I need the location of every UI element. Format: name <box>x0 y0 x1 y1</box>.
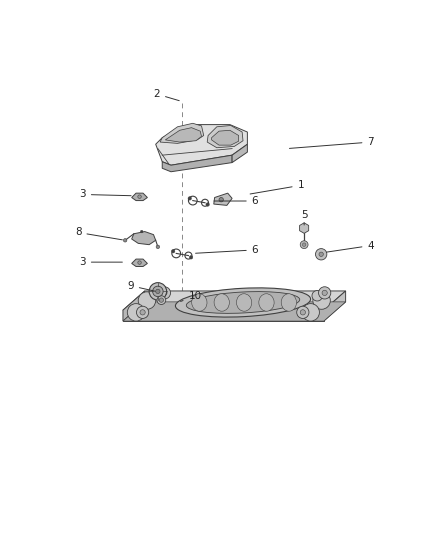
Circle shape <box>297 306 309 318</box>
Text: 2: 2 <box>153 89 179 101</box>
Ellipse shape <box>237 294 252 311</box>
Circle shape <box>149 282 166 300</box>
Circle shape <box>300 310 305 315</box>
Text: 1: 1 <box>250 180 304 194</box>
Circle shape <box>137 306 149 318</box>
Polygon shape <box>162 155 232 172</box>
Circle shape <box>219 198 223 202</box>
Text: 6: 6 <box>214 196 258 206</box>
Text: 10: 10 <box>180 291 201 302</box>
Polygon shape <box>207 125 243 148</box>
Polygon shape <box>232 144 247 163</box>
Text: 3: 3 <box>79 257 122 267</box>
Circle shape <box>302 243 306 246</box>
Circle shape <box>155 289 160 294</box>
Text: 8: 8 <box>75 228 122 240</box>
Polygon shape <box>132 193 148 200</box>
Polygon shape <box>214 193 232 205</box>
Circle shape <box>124 239 127 242</box>
Circle shape <box>157 296 166 304</box>
Circle shape <box>138 292 155 309</box>
Polygon shape <box>123 291 346 310</box>
Circle shape <box>152 286 163 297</box>
Text: 3: 3 <box>79 189 131 199</box>
Text: 7: 7 <box>290 137 374 148</box>
Circle shape <box>322 290 327 295</box>
Text: 6: 6 <box>196 245 258 255</box>
Circle shape <box>141 230 143 233</box>
Text: 4: 4 <box>327 240 374 252</box>
Polygon shape <box>123 302 346 321</box>
Text: 9: 9 <box>127 281 155 291</box>
Polygon shape <box>155 125 247 165</box>
Ellipse shape <box>214 294 230 311</box>
Ellipse shape <box>176 288 311 317</box>
Ellipse shape <box>259 294 274 311</box>
Text: 5: 5 <box>301 210 307 225</box>
Ellipse shape <box>186 292 300 313</box>
Polygon shape <box>212 130 239 145</box>
Polygon shape <box>132 259 148 266</box>
Circle shape <box>318 287 331 299</box>
Polygon shape <box>324 291 346 321</box>
Circle shape <box>312 290 322 301</box>
Ellipse shape <box>192 294 207 311</box>
Polygon shape <box>160 123 204 143</box>
Circle shape <box>319 252 323 256</box>
Ellipse shape <box>281 294 297 311</box>
Circle shape <box>300 241 308 248</box>
Circle shape <box>138 195 141 198</box>
Circle shape <box>138 261 141 264</box>
Polygon shape <box>300 223 309 233</box>
Circle shape <box>189 256 193 259</box>
Circle shape <box>188 197 191 200</box>
Circle shape <box>140 310 145 315</box>
Circle shape <box>315 248 327 260</box>
Circle shape <box>127 304 145 321</box>
Circle shape <box>158 287 170 299</box>
Polygon shape <box>123 310 324 321</box>
Polygon shape <box>165 128 201 142</box>
Circle shape <box>159 298 163 302</box>
Circle shape <box>171 249 175 253</box>
Circle shape <box>313 292 330 309</box>
Circle shape <box>162 290 167 295</box>
Circle shape <box>206 203 209 206</box>
Polygon shape <box>132 231 155 245</box>
Polygon shape <box>123 291 145 321</box>
Circle shape <box>156 245 159 248</box>
Circle shape <box>302 304 319 321</box>
